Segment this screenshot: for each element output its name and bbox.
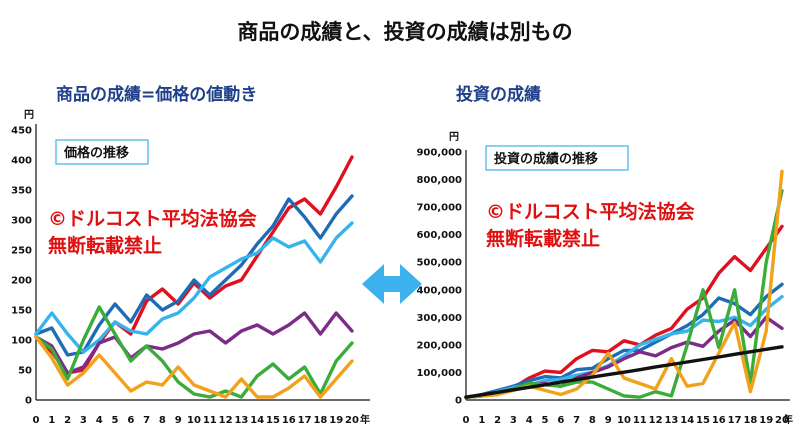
left-label-box-text: 価格の推移 xyxy=(63,145,129,161)
left-watermark-line2: 無断転載禁止 xyxy=(48,234,162,257)
y-tick-label: 100,000 xyxy=(416,368,462,379)
x-tick-label: 3 xyxy=(80,415,87,426)
x-tick-label: 15 xyxy=(266,415,280,426)
y-tick-label: 400 xyxy=(11,156,32,167)
x-tick-label: 17 xyxy=(298,415,312,426)
x-tick-label: 7 xyxy=(143,415,150,426)
x-tick-label: 16 xyxy=(282,415,296,426)
series-line-black xyxy=(464,345,784,399)
x-tick-label: 8 xyxy=(159,415,166,426)
y-tick-label: 0 xyxy=(25,396,32,407)
y-tick-label: 100 xyxy=(11,336,32,347)
x-tick-label: 6 xyxy=(127,415,134,426)
y-tick-label: 400,000 xyxy=(416,285,462,296)
x-tick-label: 11 xyxy=(633,415,647,426)
x-tick-label: 18 xyxy=(743,415,757,426)
right-label-box xyxy=(485,145,629,171)
series-line-blue xyxy=(464,282,784,399)
y-tick-label: 350 xyxy=(11,186,32,197)
x-tick-label: 3 xyxy=(510,415,517,426)
main-title: 商品の成績と、投資の成績は別もの xyxy=(237,20,573,44)
left-y-unit: 円 xyxy=(24,109,34,121)
y-tick-label: 200 xyxy=(11,276,32,287)
x-tick-label: 13 xyxy=(664,415,678,426)
left-watermark-line1: ©ドルコスト平均法協会 xyxy=(48,207,257,230)
x-tick-label: 0 xyxy=(33,415,40,426)
right-watermark-line1: ©ドルコスト平均法協会 xyxy=(486,200,695,223)
series-line-green xyxy=(34,305,354,399)
series-line-light_blue xyxy=(464,295,784,399)
double-arrow-icon xyxy=(362,264,422,304)
y-tick-label: 300,000 xyxy=(416,313,462,324)
right-y-unit: 円 xyxy=(449,131,459,143)
x-tick-label: 17 xyxy=(728,415,742,426)
right-investment-chart: 円 年 0 100,000 200,000 300,000 400,000 500,000… xyxy=(416,131,793,426)
x-tick-label: 4 xyxy=(526,415,533,426)
x-tick-label: 1 xyxy=(48,415,55,426)
x-tick-label: 10 xyxy=(617,415,631,426)
x-tick-label: 6 xyxy=(557,415,564,426)
x-tick-label: 19 xyxy=(329,415,343,426)
x-tick-label: 20 xyxy=(345,415,359,426)
x-tick-label: 16 xyxy=(712,415,726,426)
x-tick-label: 5 xyxy=(112,415,119,426)
x-tick-label: 9 xyxy=(605,415,612,426)
x-tick-label: 11 xyxy=(203,415,217,426)
x-tick-label: 2 xyxy=(64,415,71,426)
x-tick-label: 1 xyxy=(478,415,485,426)
x-tick-label: 15 xyxy=(696,415,710,426)
x-tick-label: 5 xyxy=(542,415,549,426)
x-tick-label: 19 xyxy=(759,415,773,426)
x-tick-label: 14 xyxy=(250,415,264,426)
series-line-green xyxy=(464,188,784,399)
x-tick-label: 2 xyxy=(494,415,501,426)
x-tick-label: 9 xyxy=(175,415,182,426)
y-tick-label: 800,000 xyxy=(416,175,462,186)
right-chart-subtitle: 投資の成績 xyxy=(456,85,541,105)
y-tick-label: 200,000 xyxy=(416,340,462,351)
y-tick-label: 250 xyxy=(11,246,32,257)
x-tick-label: 20 xyxy=(775,415,789,426)
right-watermark-line2: 無断転載禁止 xyxy=(486,227,600,250)
x-tick-label: 4 xyxy=(96,415,103,426)
y-tick-label: 500,000 xyxy=(416,258,462,269)
y-tick-label: 700,000 xyxy=(416,203,462,214)
left-x-unit: 年 xyxy=(360,413,370,426)
x-tick-label: 18 xyxy=(313,415,327,426)
series-line-blue xyxy=(34,194,354,357)
series-line-light_blue xyxy=(34,221,354,354)
series-line-orange xyxy=(34,335,354,399)
x-tick-label: 13 xyxy=(234,415,248,426)
x-tick-label: 12 xyxy=(219,415,233,426)
y-tick-label: 0 xyxy=(455,396,462,407)
left-chart-subtitle: 商品の成績=価格の値動き xyxy=(56,85,258,105)
x-tick-label: 12 xyxy=(649,415,663,426)
y-tick-label: 900,000 xyxy=(416,148,462,159)
x-tick-label: 0 xyxy=(463,415,470,426)
x-tick-label: 10 xyxy=(187,415,201,426)
x-tick-label: 7 xyxy=(573,415,580,426)
y-tick-label: 150 xyxy=(11,306,32,317)
left-label-box xyxy=(55,139,149,165)
x-tick-label: 14 xyxy=(680,415,694,426)
x-tick-label: 8 xyxy=(589,415,596,426)
y-tick-label: 50 xyxy=(18,366,32,377)
y-tick-label: 450 xyxy=(11,126,32,137)
y-tick-label: 300 xyxy=(11,216,32,227)
y-tick-label: 600,000 xyxy=(416,230,462,241)
right-x-unit: 年 xyxy=(783,413,793,426)
series-line-purple xyxy=(34,311,354,375)
right-label-box-text: 投資の成績の推移 xyxy=(494,151,598,167)
